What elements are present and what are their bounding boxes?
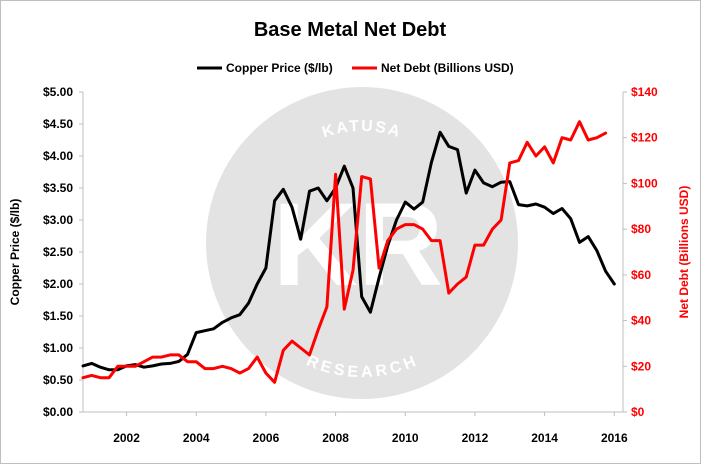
right-axis-ticks: $0 $20 $40 $60 $80 $100 $120 $140 <box>623 85 658 419</box>
left-axis-ticks: $0.00 $0.50 $1.00 $1.50 $2.00 $2.50 $3.00 $3.50… <box>43 85 83 419</box>
right-tick-label: $120 <box>631 131 658 145</box>
left-tick-label: $1.00 <box>43 341 73 355</box>
watermark-circle <box>206 87 518 399</box>
left-tick-label: $2.50 <box>43 245 73 259</box>
x-tick-label: 2012 <box>462 431 489 445</box>
right-tick-label: $0 <box>631 405 645 419</box>
right-tick-label: $140 <box>631 85 658 99</box>
right-axis-title: Net Debt (Billions USD) <box>677 186 691 319</box>
x-tick-label: 2006 <box>253 431 280 445</box>
left-tick-label: $3.00 <box>43 213 73 227</box>
x-tick-label: 2004 <box>183 431 210 445</box>
watermark: KATUSA RESEARCH KR <box>206 87 518 399</box>
left-tick-label: $3.50 <box>43 181 73 195</box>
right-tick-label: $40 <box>631 314 651 328</box>
x-tick-label: 2002 <box>113 431 140 445</box>
legend: Copper Price ($/lb) Net Debt (Billions U… <box>197 61 514 75</box>
left-tick-label: $5.00 <box>43 85 73 99</box>
series-layer <box>81 120 616 384</box>
x-tick-label: 2008 <box>322 431 349 445</box>
left-tick-label: $4.50 <box>43 117 73 131</box>
left-tick-label: $0.00 <box>43 405 73 419</box>
watermark-top-text: KATUSA <box>320 118 403 141</box>
left-tick-label: $1.50 <box>43 309 73 323</box>
right-tick-label: $80 <box>631 222 651 236</box>
x-tick-label: 2014 <box>531 431 558 445</box>
left-tick-label: $4.00 <box>43 149 73 163</box>
legend-label-copper: Copper Price ($/lb) <box>226 61 333 75</box>
right-tick-label: $100 <box>631 176 658 190</box>
left-tick-label: $0.50 <box>43 373 73 387</box>
left-axis-title: Copper Price ($/lb) <box>8 199 22 306</box>
left-tick-label: $2.00 <box>43 277 73 291</box>
right-tick-label: $20 <box>631 359 651 373</box>
right-tick-label: $60 <box>631 268 651 282</box>
chart-title: Base Metal Net Debt <box>254 19 447 41</box>
net-debt-line <box>81 120 608 384</box>
x-tick-label: 2010 <box>392 431 419 445</box>
x-tick-label: 2016 <box>601 431 628 445</box>
legend-label-net-debt: Net Debt (Billions USD) <box>381 61 514 75</box>
copper-price-line <box>81 130 616 372</box>
x-axis-ticks: 2002 2004 2006 2008 2010 2012 2014 2016 <box>113 412 628 445</box>
